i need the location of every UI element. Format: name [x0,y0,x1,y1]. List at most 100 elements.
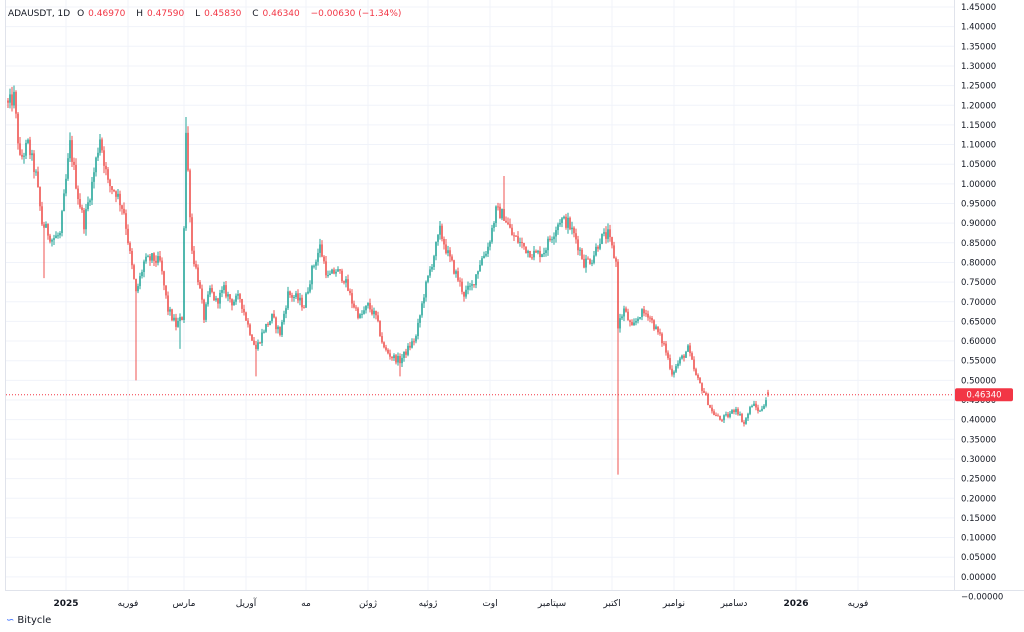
candle[interactable] [7,97,9,109]
candle[interactable] [359,313,361,319]
candle[interactable] [21,149,23,160]
candle[interactable] [399,353,401,377]
candle[interactable] [23,152,25,164]
candle[interactable] [445,239,447,255]
candle[interactable] [635,318,637,326]
candle[interactable] [251,334,253,341]
candle[interactable] [203,298,205,324]
candle[interactable] [87,196,89,212]
candle[interactable] [529,250,531,258]
candle[interactable] [653,319,655,331]
candle[interactable] [447,245,449,257]
candle[interactable] [413,338,415,346]
candle[interactable] [661,332,663,347]
candle[interactable] [57,232,59,239]
candle[interactable] [295,290,297,299]
candle[interactable] [523,242,525,250]
candle[interactable] [233,299,235,306]
candle[interactable] [355,305,357,312]
candle[interactable] [289,290,291,298]
candle[interactable] [665,340,667,356]
candle[interactable] [371,305,373,316]
candle[interactable] [373,307,375,319]
candle[interactable] [603,228,605,237]
candle[interactable] [277,325,279,334]
candle[interactable] [715,412,717,417]
candle[interactable] [487,242,489,258]
candle[interactable] [381,332,383,344]
candle[interactable] [243,304,245,316]
candle[interactable] [75,158,77,190]
candle[interactable] [725,411,727,417]
candle[interactable] [429,266,431,278]
candle[interactable] [55,231,57,239]
candle[interactable] [205,302,207,323]
candle[interactable] [549,235,551,242]
candle[interactable] [109,178,111,193]
candle[interactable] [539,246,541,263]
candle[interactable] [693,356,695,372]
candle[interactable] [735,406,737,415]
candle[interactable] [107,166,109,184]
candle[interactable] [291,292,293,302]
candle[interactable] [681,354,683,360]
candle[interactable] [643,305,645,317]
candle[interactable] [503,175,505,221]
candle[interactable] [557,222,559,235]
candle[interactable] [155,255,157,267]
candle[interactable] [511,224,513,236]
candle[interactable] [377,311,379,323]
candle[interactable] [571,221,573,235]
candle[interactable] [329,270,331,276]
candle[interactable] [613,241,615,259]
candle[interactable] [29,136,31,159]
candle[interactable] [9,88,11,109]
candle[interactable] [627,308,629,321]
candle[interactable] [351,289,353,309]
candle[interactable] [437,234,439,246]
candle[interactable] [667,350,669,360]
candle[interactable] [191,213,193,255]
candle[interactable] [505,216,507,223]
candle[interactable] [47,223,49,240]
candle[interactable] [449,247,451,263]
candle[interactable] [567,212,569,234]
candle[interactable] [409,341,411,351]
candle[interactable] [231,298,233,311]
candle[interactable] [499,203,501,219]
candle[interactable] [597,245,599,252]
candle[interactable] [91,176,93,206]
candle[interactable] [541,253,543,258]
candle[interactable] [187,126,189,172]
candle[interactable] [281,319,283,337]
candle[interactable] [127,224,129,245]
candle[interactable] [703,388,705,394]
candle[interactable] [327,270,329,278]
candle[interactable] [263,329,265,334]
candle[interactable] [601,233,603,245]
candle[interactable] [339,269,341,274]
candle[interactable] [177,317,179,328]
candle[interactable] [223,281,225,294]
candle[interactable] [673,370,675,378]
candle[interactable] [353,300,355,309]
candle[interactable] [565,213,567,230]
candle[interactable] [311,264,313,290]
candle[interactable] [273,310,275,319]
candle[interactable] [733,408,735,415]
candle[interactable] [17,111,19,150]
candle[interactable] [483,251,485,259]
candle[interactable] [433,254,435,271]
candle[interactable] [509,218,511,229]
candle[interactable] [679,356,681,366]
candle[interactable] [307,287,309,295]
candle[interactable] [305,292,307,308]
candle[interactable] [237,290,239,300]
candle[interactable] [149,253,151,266]
candle[interactable] [123,202,125,215]
symbol-label[interactable]: ADAUSDT, 1D [8,9,71,19]
candle[interactable] [639,316,641,320]
candle[interactable] [537,249,539,255]
candle[interactable] [141,269,143,279]
candle[interactable] [159,250,161,263]
